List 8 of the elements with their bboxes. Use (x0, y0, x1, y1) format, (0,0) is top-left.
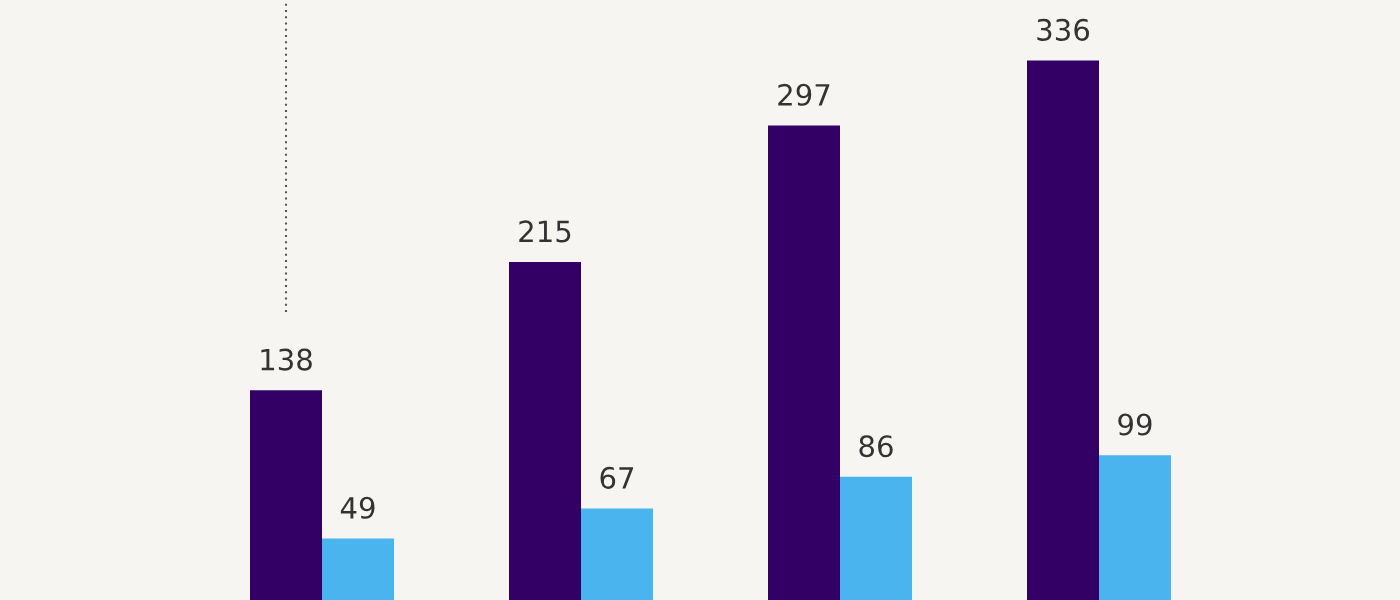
data-label: 99 (1118, 413, 1152, 436)
data-label: 49 (340, 496, 375, 519)
data-label: 297 (778, 83, 830, 106)
data-label: 138 (261, 348, 312, 371)
data-label: 86 (859, 435, 893, 458)
data-label: 67 (600, 466, 634, 489)
data-label: 336 (1037, 18, 1089, 41)
data-label: 215 (519, 220, 571, 243)
